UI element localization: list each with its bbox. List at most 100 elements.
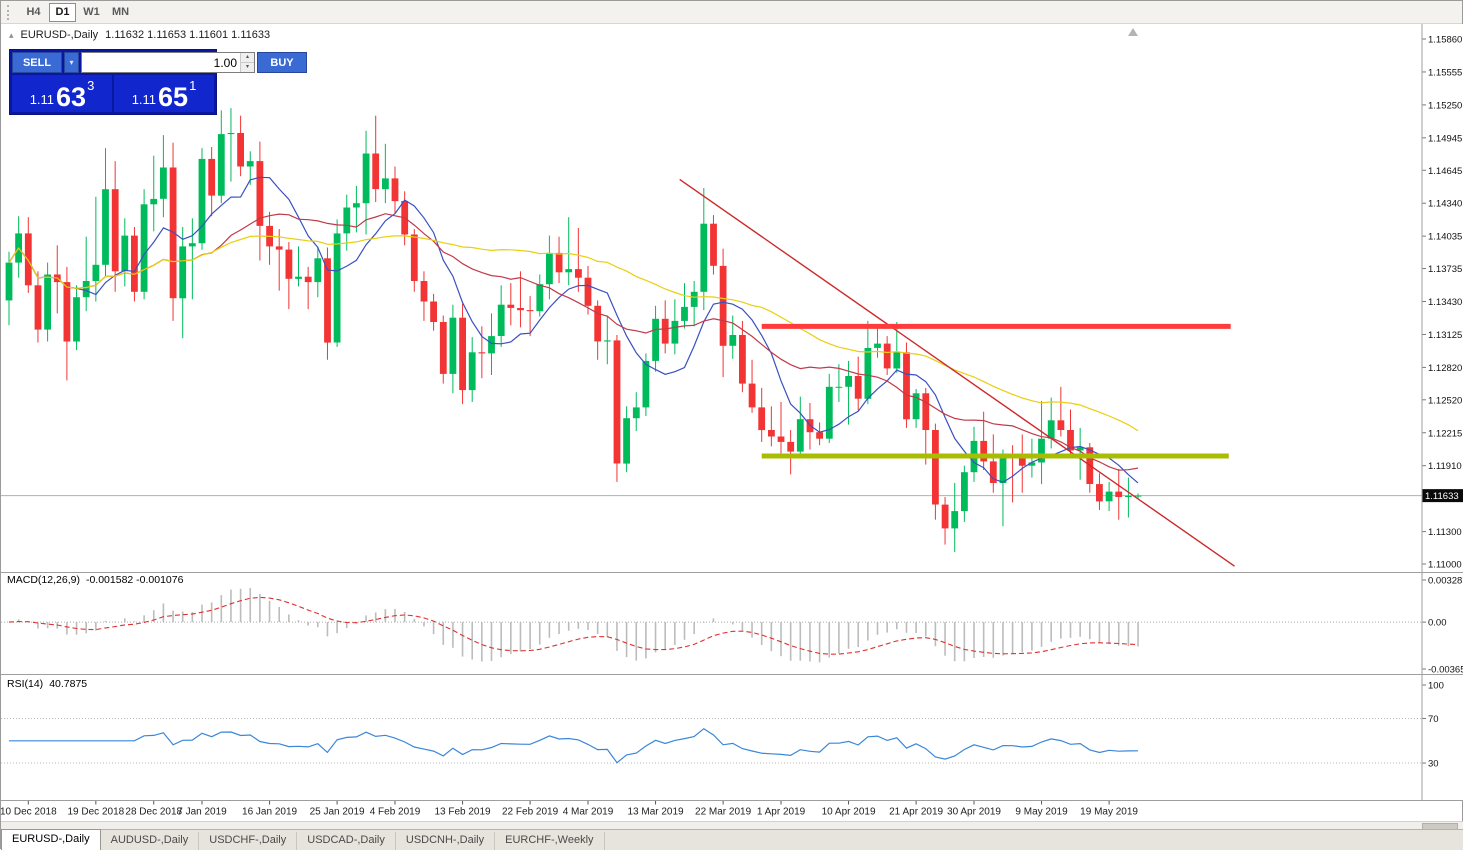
price-axis-label: 1.11910 — [1428, 461, 1462, 472]
candle-body — [102, 189, 109, 265]
rsi-indicator-label: RSI(14) 40.7875 — [7, 678, 87, 690]
descending-trendline[interactable] — [679, 178, 1235, 567]
candle-body — [449, 317, 457, 374]
candle-body — [459, 317, 466, 391]
candle-body — [353, 203, 360, 208]
candle-body — [237, 133, 244, 167]
candle-body — [382, 178, 389, 190]
buy-price-pipette: 1 — [189, 78, 197, 93]
time-axis-label: 9 May 2019 — [1015, 807, 1068, 818]
timeframe-mn-button[interactable]: MN — [107, 3, 134, 22]
chart-tab-usdcad-daily[interactable]: USDCAD-,Daily — [297, 832, 396, 850]
toolbar-drag-handle[interactable] — [7, 4, 13, 20]
candle-body — [140, 204, 148, 292]
rsi-axis-label: 70 — [1428, 714, 1439, 725]
horizontal-scrollbar[interactable] — [1, 821, 1463, 830]
candle-body — [150, 198, 158, 205]
chart-tab-usdchf-daily[interactable]: USDCHF-,Daily — [199, 832, 298, 850]
price-axis-label: 1.14945 — [1428, 133, 1462, 144]
candle-body — [642, 360, 650, 408]
time-axis-label: 13 Mar 2019 — [627, 807, 684, 818]
candle-body — [1067, 430, 1074, 451]
candle-body — [787, 441, 795, 452]
candle-body — [835, 386, 843, 388]
collapse-chart-icon[interactable]: ▴ — [9, 29, 14, 40]
candle-body — [768, 430, 775, 437]
candle-body — [594, 305, 602, 342]
price-axis-label: 1.14035 — [1428, 232, 1462, 243]
time-axis-label: 1 Apr 2019 — [757, 807, 806, 818]
timeframe-h4-button[interactable]: H4 — [20, 3, 47, 22]
trade-prices-row: 1.11 63 3 1.11 65 1 — [12, 75, 214, 112]
candle-body — [391, 178, 399, 202]
candle-body — [584, 277, 592, 306]
ma-fast-blue-line[interactable] — [8, 176, 1139, 484]
candle-body — [710, 223, 717, 266]
price-axis[interactable]: 1.15860 1.15555 1.15250 1.14945 1.14645 1.143… — [1422, 24, 1463, 801]
buy-price-display[interactable]: 1.11 65 1 — [114, 75, 214, 112]
volume-field: ▴ ▾ — [81, 52, 255, 73]
candle-body — [314, 258, 322, 283]
candle-body — [372, 153, 380, 190]
bid-price-tag — [1422, 489, 1463, 503]
ma-slow-yellow-line[interactable] — [8, 235, 1139, 432]
candle-body — [845, 376, 852, 387]
chart-canvas[interactable]: 1.15860 1.15555 1.15250 1.14945 1.14645 1.143… — [1, 24, 1463, 821]
chart-tab-audusd-daily[interactable]: AUDUSD-,Daily — [101, 832, 200, 850]
chart-header: ▴ EURUSD-,Daily 1.11632 1.11653 1.11601 … — [9, 29, 270, 41]
volume-increase-button[interactable]: ▴ — [241, 53, 254, 63]
candle-body — [536, 284, 544, 312]
candle-body — [1057, 420, 1065, 430]
chart-tab-usdcnh-daily[interactable]: USDCNH-,Daily — [396, 832, 496, 850]
time-axis-label: 19 May 2019 — [1080, 807, 1138, 818]
timeframe-w1-button[interactable]: W1 — [78, 3, 105, 22]
candle-body — [555, 252, 563, 273]
spinner-down-icon: ▾ — [245, 64, 249, 70]
macd-indicator-label: MACD(12,26,9) -0.001582 -0.001076 — [7, 574, 184, 586]
macd-axis-label: 0.003287 — [1428, 576, 1463, 587]
chart-tab-eurusd-daily[interactable]: EURUSD-,Daily — [1, 829, 101, 850]
time-axis-label: 22 Feb 2019 — [502, 807, 559, 818]
candle-body — [526, 310, 534, 312]
candle-body — [188, 243, 196, 247]
sell-price-display[interactable]: 1.11 63 3 — [12, 75, 112, 112]
chart-tab-eurchf-weekly[interactable]: EURCHF-,Weekly — [495, 832, 605, 850]
candle-body — [295, 276, 302, 279]
volume-dropdown-button[interactable]: ▾ — [64, 52, 79, 73]
candle-body — [256, 161, 264, 226]
candle-body — [430, 301, 437, 322]
price-axis-label: 1.13125 — [1428, 330, 1462, 341]
price-axis-label: 1.15250 — [1428, 100, 1462, 111]
candle-body — [285, 249, 293, 279]
candle-body — [82, 281, 90, 298]
time-axis-label: 4 Feb 2019 — [370, 807, 421, 818]
candle-body — [468, 352, 476, 391]
time-axis-label: 28 Dec 2018 — [125, 807, 182, 818]
price-axis-label: 1.11300 — [1428, 527, 1462, 538]
rsi-axis-label: 30 — [1428, 759, 1439, 770]
price-axis-background — [1422, 24, 1463, 801]
price-axis-label: 1.12215 — [1428, 428, 1462, 439]
candle-body — [912, 393, 920, 420]
candle-body — [1105, 491, 1113, 502]
price-axis-label: 1.12820 — [1428, 363, 1462, 374]
volume-input[interactable] — [82, 53, 240, 72]
chart-window: 1.15860 1.15555 1.15250 1.14945 1.14645 1.143… — [1, 24, 1463, 821]
scroll-shift-marker-icon[interactable] — [1128, 28, 1138, 36]
timeframe-toolbar: H4 D1 W1 MN — [1, 1, 1462, 24]
macd-panel — [1, 588, 1422, 663]
timeframe-buttons-group: H4 D1 W1 MN — [20, 2, 136, 22]
volume-decrease-button[interactable]: ▾ — [241, 63, 254, 72]
rsi-panel — [1, 717, 1422, 764]
candle-body — [198, 158, 206, 244]
sell-button[interactable]: SELL — [12, 52, 62, 73]
candle-body — [44, 274, 51, 330]
time-axis-label: 4 Mar 2019 — [563, 807, 614, 818]
candle-body — [1115, 491, 1123, 497]
timeframe-d1-button[interactable]: D1 — [49, 2, 76, 22]
buy-button[interactable]: BUY — [257, 52, 307, 73]
ma-medium-red-line[interactable] — [8, 213, 1139, 471]
candle-body — [1125, 495, 1132, 497]
price-axis-label: 1.12520 — [1428, 395, 1462, 406]
